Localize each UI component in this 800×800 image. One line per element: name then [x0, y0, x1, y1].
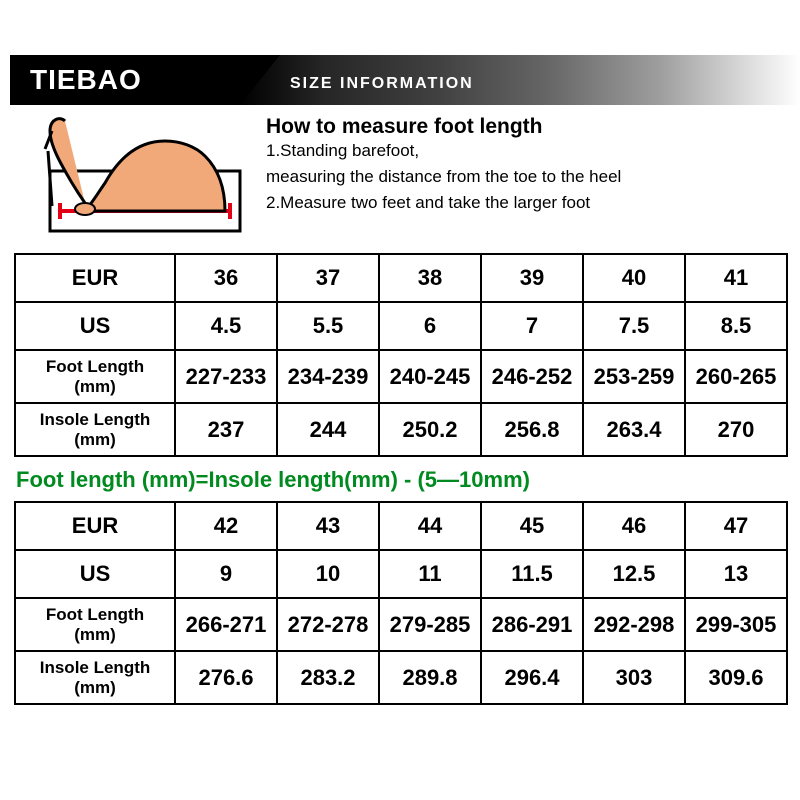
insole-length-text: Insole Length — [40, 658, 151, 677]
us-val: 6 — [379, 302, 481, 350]
eur-val: 37 — [277, 254, 379, 302]
insole-length-label: Insole Length (mm) — [15, 403, 175, 456]
us-val: 10 — [277, 550, 379, 598]
foot-val: 279-285 — [379, 598, 481, 651]
table-row: EUR 42 43 44 45 46 47 — [15, 502, 787, 550]
insole-val: 276.6 — [175, 651, 277, 704]
eur-val: 47 — [685, 502, 787, 550]
size-table-1: EUR 36 37 38 39 40 41 US 4.5 5.5 6 7 7.5… — [14, 253, 788, 457]
foot-val: 227-233 — [175, 350, 277, 403]
header-slant — [240, 55, 280, 105]
foot-val: 272-278 — [277, 598, 379, 651]
foot-length-unit: (mm) — [74, 625, 116, 644]
eur-val: 43 — [277, 502, 379, 550]
us-val: 12.5 — [583, 550, 685, 598]
eur-val: 44 — [379, 502, 481, 550]
measure-instructions-row: How to measure foot length 1.Standing ba… — [0, 105, 800, 245]
us-val: 9 — [175, 550, 277, 598]
us-val: 11 — [379, 550, 481, 598]
eur-val: 36 — [175, 254, 277, 302]
foot-val: 240-245 — [379, 350, 481, 403]
foot-length-text: Foot Length — [46, 357, 144, 376]
eur-val: 39 — [481, 254, 583, 302]
table-row: Insole Length (mm) 276.6 283.2 289.8 296… — [15, 651, 787, 704]
eur-val: 41 — [685, 254, 787, 302]
foot-val: 260-265 — [685, 350, 787, 403]
insole-val: 309.6 — [685, 651, 787, 704]
eur-val: 42 — [175, 502, 277, 550]
insole-val: 303 — [583, 651, 685, 704]
us-val: 4.5 — [175, 302, 277, 350]
insole-val: 289.8 — [379, 651, 481, 704]
table-row: Insole Length (mm) 237 244 250.2 256.8 2… — [15, 403, 787, 456]
foot-val: 299-305 — [685, 598, 787, 651]
insole-val: 296.4 — [481, 651, 583, 704]
formula-text: Foot length (mm)=Insole length(mm) - (5—… — [16, 467, 800, 493]
brand-text: TIEBAO — [30, 64, 142, 96]
foot-length-label: Foot Length (mm) — [15, 350, 175, 403]
us-val: 7 — [481, 302, 583, 350]
insole-val: 270 — [685, 403, 787, 456]
us-val: 13 — [685, 550, 787, 598]
foot-val: 234-239 — [277, 350, 379, 403]
measure-line-1: 1.Standing barefoot, — [266, 141, 621, 161]
insole-length-text: Insole Length — [40, 410, 151, 429]
foot-val: 292-298 — [583, 598, 685, 651]
foot-length-unit: (mm) — [74, 377, 116, 396]
measure-line-2: measuring the distance from the toe to t… — [266, 167, 621, 187]
foot-length-text: Foot Length — [46, 605, 144, 624]
us-val: 11.5 — [481, 550, 583, 598]
measure-line-3: 2.Measure two feet and take the larger f… — [266, 193, 621, 213]
size-table-2: EUR 42 43 44 45 46 47 US 9 10 11 11.5 12… — [14, 501, 788, 705]
table-row: US 9 10 11 11.5 12.5 13 — [15, 550, 787, 598]
header-band: TIEBAO SIZE INFORMATION — [0, 55, 800, 105]
size-info-label: SIZE INFORMATION — [290, 75, 474, 93]
insole-length-label: Insole Length (mm) — [15, 651, 175, 704]
header-black-block: TIEBAO — [10, 55, 240, 105]
size-chart-container: TIEBAO SIZE INFORMATION How to measure f… — [0, 0, 800, 800]
foot-length-label: Foot Length (mm) — [15, 598, 175, 651]
insole-val: 244 — [277, 403, 379, 456]
insole-val: 250.2 — [379, 403, 481, 456]
us-label: US — [15, 302, 175, 350]
table-row: US 4.5 5.5 6 7 7.5 8.5 — [15, 302, 787, 350]
eur-val: 40 — [583, 254, 685, 302]
us-val: 7.5 — [583, 302, 685, 350]
eur-val: 45 — [481, 502, 583, 550]
foot-measure-illustration — [30, 111, 260, 241]
measure-title: How to measure foot length — [266, 115, 621, 139]
foot-val: 246-252 — [481, 350, 583, 403]
table-row: Foot Length (mm) 266-271 272-278 279-285… — [15, 598, 787, 651]
measure-text-block: How to measure foot length 1.Standing ba… — [260, 111, 621, 219]
insole-val: 263.4 — [583, 403, 685, 456]
eur-label: EUR — [15, 254, 175, 302]
us-val: 8.5 — [685, 302, 787, 350]
us-label: US — [15, 550, 175, 598]
foot-val: 286-291 — [481, 598, 583, 651]
table-row: Foot Length (mm) 227-233 234-239 240-245… — [15, 350, 787, 403]
us-val: 5.5 — [277, 302, 379, 350]
insole-length-unit: (mm) — [74, 678, 116, 697]
table-row: EUR 36 37 38 39 40 41 — [15, 254, 787, 302]
foot-val: 266-271 — [175, 598, 277, 651]
insole-val: 237 — [175, 403, 277, 456]
eur-val: 38 — [379, 254, 481, 302]
insole-val: 283.2 — [277, 651, 379, 704]
insole-length-unit: (mm) — [74, 430, 116, 449]
foot-val: 253-259 — [583, 350, 685, 403]
eur-label: EUR — [15, 502, 175, 550]
eur-val: 46 — [583, 502, 685, 550]
insole-val: 256.8 — [481, 403, 583, 456]
